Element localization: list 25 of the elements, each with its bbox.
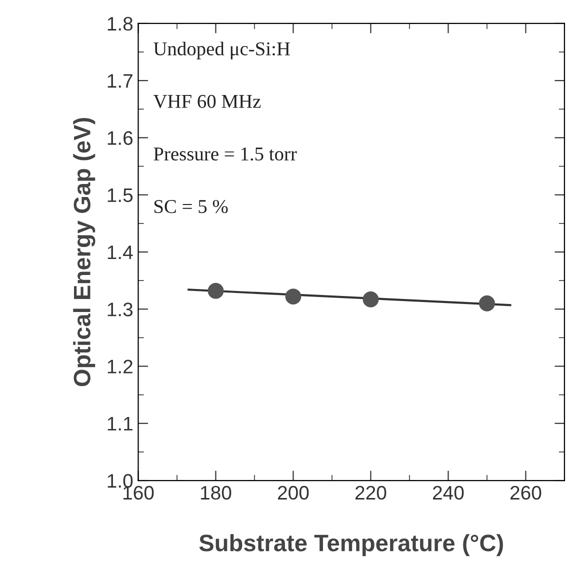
annotation: Pressure = 1.5 torr <box>154 148 297 161</box>
annotation: SC = 5 % <box>154 200 228 214</box>
x-tick-label: 260 <box>510 486 542 500</box>
y-tick-label: 1.5 <box>108 188 133 202</box>
y-tick-label: 1.3 <box>108 302 133 316</box>
annotation: VHF 60 MHz <box>153 94 261 108</box>
y-tick-label: 1.1 <box>108 417 132 430</box>
y-tick-label: 1.0 <box>108 474 133 488</box>
y-tick-label: 1.4 <box>108 246 133 260</box>
y-axis-title: Optical Energy Gap (eV) <box>73 118 96 386</box>
x-axis-title: Substrate Temperature (°C) <box>199 534 503 556</box>
x-tick-label: 220 <box>355 486 386 500</box>
y-tick-label: 1.7 <box>108 74 132 88</box>
x-tick-label: 160 <box>124 486 154 500</box>
y-tick-label: 1.2 <box>108 360 132 374</box>
y-tick-label: 1.8 <box>108 16 133 31</box>
point <box>479 295 495 312</box>
point <box>208 282 224 299</box>
x-tick-label: 200 <box>278 486 309 500</box>
annotation: Undoped μc-Si:H <box>154 42 290 60</box>
point <box>285 288 302 305</box>
x-tick-label: 240 <box>432 486 464 500</box>
x-tick-label: 180 <box>201 486 232 500</box>
point <box>362 291 379 308</box>
y-tick-label: 1.6 <box>108 131 133 145</box>
